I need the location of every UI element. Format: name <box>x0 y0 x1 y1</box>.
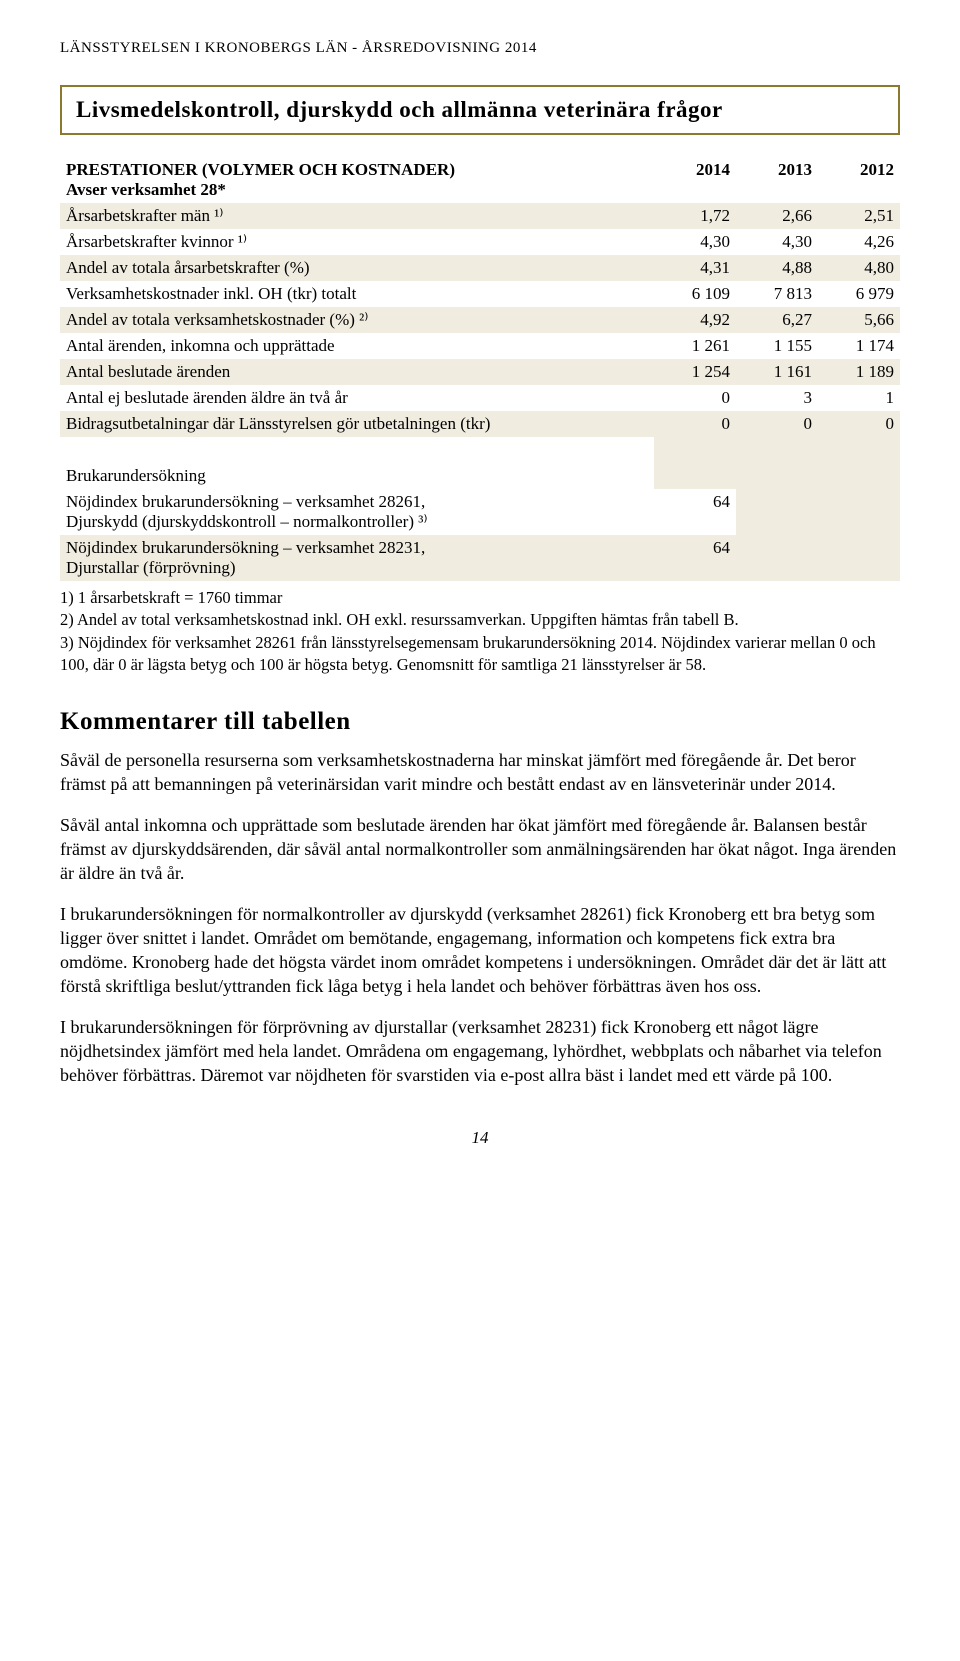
row-val: 5,66 <box>818 307 900 333</box>
row-val: 4,30 <box>654 229 736 255</box>
data-table: PRESTATIONER (VOLYMER OCH KOSTNADER) Avs… <box>60 157 900 581</box>
row-val: 4,26 <box>818 229 900 255</box>
row-label: Antal beslutade ärenden <box>60 359 654 385</box>
row-val: 6 979 <box>818 281 900 307</box>
table-row: Årsarbetskrafter män ¹⁾ 1,72 2,66 2,51 <box>60 203 900 229</box>
row-label: Årsarbetskrafter män ¹⁾ <box>60 203 654 229</box>
row-label: Antal ärenden, inkomna och upprättade <box>60 333 654 359</box>
nojd2-row: Nöjdindex brukarundersökning – verksamhe… <box>60 535 900 581</box>
row-val: 1 261 <box>654 333 736 359</box>
col-2012: 2012 <box>818 157 900 203</box>
row-val: 1 174 <box>818 333 900 359</box>
paragraph-4: I brukarundersökningen för förprövning a… <box>60 1015 900 1088</box>
row-val: 1 189 <box>818 359 900 385</box>
page-number: 14 <box>60 1128 900 1148</box>
footnote-3: 3) Nöjdindex för verksamhet 28261 från l… <box>60 632 900 677</box>
table-row: Andel av totala verksamhetskostnader (%)… <box>60 307 900 333</box>
table-row: Antal beslutade ärenden 1 254 1 161 1 18… <box>60 359 900 385</box>
header-title-line2: Avser verksamhet 28* <box>66 180 226 199</box>
paragraph-3: I brukarundersökningen för normalkontrol… <box>60 902 900 999</box>
table-row: Antal ärenden, inkomna och upprättade 1 … <box>60 333 900 359</box>
row-val: 6,27 <box>736 307 818 333</box>
row-val: 3 <box>736 385 818 411</box>
row-val: 2,66 <box>736 203 818 229</box>
row-val: 2,51 <box>818 203 900 229</box>
brukar-row: Brukarundersökning <box>60 463 900 489</box>
col-2013: 2013 <box>736 157 818 203</box>
table-row: Årsarbetskrafter kvinnor ¹⁾ 4,30 4,30 4,… <box>60 229 900 255</box>
table-header-title: PRESTATIONER (VOLYMER OCH KOSTNADER) Avs… <box>60 157 654 203</box>
table-row: Antal ej beslutade ärenden äldre än två … <box>60 385 900 411</box>
row-val: 0 <box>818 411 900 437</box>
col-2014: 2014 <box>654 157 736 203</box>
paragraph-2: Såväl antal inkomna och upprättade som b… <box>60 813 900 886</box>
row-val: 0 <box>736 411 818 437</box>
row-label: Andel av totala årsarbetskrafter (%) <box>60 255 654 281</box>
nojd2-val: 64 <box>654 535 736 581</box>
row-val: 1 155 <box>736 333 818 359</box>
paragraph-1: Såväl de personella resurserna som verks… <box>60 748 900 797</box>
nojd2-label: Nöjdindex brukarundersökning – verksamhe… <box>60 535 654 581</box>
row-val: 4,31 <box>654 255 736 281</box>
section-title-box: Livsmedelskontroll, djurskydd och allmän… <box>60 85 900 135</box>
row-val: 1 254 <box>654 359 736 385</box>
table-row: Bidragsutbetalningar där Länsstyrelsen g… <box>60 411 900 437</box>
row-val: 6 109 <box>654 281 736 307</box>
comments-heading: Kommentarer till tabellen <box>60 708 900 736</box>
row-val: 4,92 <box>654 307 736 333</box>
row-val: 4,30 <box>736 229 818 255</box>
table-row: Andel av totala årsarbetskrafter (%) 4,3… <box>60 255 900 281</box>
row-label: Bidragsutbetalningar där Länsstyrelsen g… <box>60 411 654 437</box>
table-header-row: PRESTATIONER (VOLYMER OCH KOSTNADER) Avs… <box>60 157 900 203</box>
row-val: 1 <box>818 385 900 411</box>
header-title-line1: PRESTATIONER (VOLYMER OCH KOSTNADER) <box>66 160 455 179</box>
document-header: LÄNSSTYRELSEN I KRONOBERGS LÄN - ÅRSREDO… <box>60 40 900 57</box>
row-val: 4,80 <box>818 255 900 281</box>
table-row: Verksamhetskostnader inkl. OH (tkr) tota… <box>60 281 900 307</box>
row-val: 1 161 <box>736 359 818 385</box>
row-label: Årsarbetskrafter kvinnor ¹⁾ <box>60 229 654 255</box>
footnote-1: 1) 1 årsarbetskraft = 1760 timmar <box>60 587 900 609</box>
table-spacer-row <box>60 437 900 463</box>
footnotes: 1) 1 årsarbetskraft = 1760 timmar 2) And… <box>60 587 900 676</box>
row-val: 0 <box>654 385 736 411</box>
nojd1-row: Nöjdindex brukarundersökning – verksamhe… <box>60 489 900 535</box>
row-label: Verksamhetskostnader inkl. OH (tkr) tota… <box>60 281 654 307</box>
page-container: LÄNSSTYRELSEN I KRONOBERGS LÄN - ÅRSREDO… <box>0 0 960 1661</box>
row-label: Andel av totala verksamhetskostnader (%)… <box>60 307 654 333</box>
row-val: 1,72 <box>654 203 736 229</box>
section-title: Livsmedelskontroll, djurskydd och allmän… <box>76 97 884 123</box>
row-val: 0 <box>654 411 736 437</box>
row-val: 7 813 <box>736 281 818 307</box>
footnote-2: 2) Andel av total verksamhetskostnad ink… <box>60 609 900 631</box>
nojd1-val: 64 <box>654 489 736 535</box>
nojd1-label: Nöjdindex brukarundersökning – verksamhe… <box>60 489 654 535</box>
brukar-label: Brukarundersökning <box>60 463 654 489</box>
row-val: 4,88 <box>736 255 818 281</box>
row-label: Antal ej beslutade ärenden äldre än två … <box>60 385 654 411</box>
